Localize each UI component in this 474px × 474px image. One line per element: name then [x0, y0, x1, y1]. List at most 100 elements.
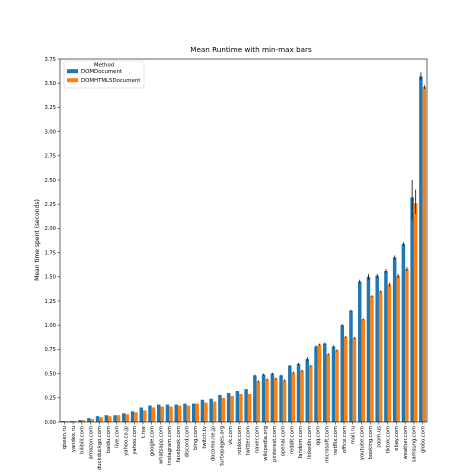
- bar: [244, 389, 248, 422]
- x-tick-label: globo.com: [420, 426, 426, 453]
- bar: [326, 354, 331, 422]
- y-tick-label: 3.25: [44, 105, 56, 111]
- bar: [195, 403, 199, 422]
- x-tick-label: instagram.com: [167, 426, 173, 465]
- x-tick-label: reddit.com: [289, 426, 295, 454]
- y-tick-label: 0.50: [44, 371, 56, 377]
- bar: [261, 374, 266, 422]
- bar: [78, 420, 82, 422]
- y-tick-label: 2.25: [44, 202, 56, 208]
- x-tick-label: yahoo.com: [132, 426, 138, 455]
- bar: [204, 402, 208, 422]
- bar: [340, 325, 344, 422]
- bar: [156, 404, 161, 422]
- bar: [64, 421, 68, 422]
- bar: [221, 397, 226, 422]
- x-tick-label: twitch.tv: [202, 426, 208, 449]
- bar: [239, 393, 243, 422]
- bar: [291, 372, 296, 422]
- bar: [95, 416, 100, 422]
- bar: [309, 365, 313, 422]
- bar: [186, 405, 191, 422]
- chart-title: Mean Runtime with min-max bars: [190, 45, 312, 54]
- bar: [90, 419, 95, 422]
- y-tick-label: 3.75: [44, 57, 56, 63]
- y-tick-label: 1.50: [44, 275, 56, 281]
- bar: [323, 343, 327, 422]
- y-tick-label: 1.25: [44, 299, 56, 305]
- x-tick-label: yahoo.co.jp: [123, 425, 129, 455]
- bar: [177, 405, 182, 422]
- y-axis-label: Mean time spent (seconds): [34, 199, 41, 281]
- bar: [130, 411, 135, 422]
- x-tick-label: live.com: [115, 426, 121, 448]
- bar: [279, 375, 283, 422]
- legend-label-domhtml5document: DOMHTML5Document: [81, 78, 140, 84]
- bar: [134, 412, 138, 422]
- bar: [230, 395, 234, 422]
- x-tick-label: qq.com: [316, 426, 322, 445]
- x-tick-label: baidu.com: [106, 426, 112, 453]
- bar: [200, 399, 205, 422]
- bar: [81, 420, 86, 422]
- bar: [331, 346, 336, 422]
- bar: [282, 380, 287, 422]
- x-tick-label: whatsapp.com: [158, 426, 164, 464]
- bar: [139, 407, 144, 422]
- bar: [405, 269, 409, 422]
- bar: [174, 404, 178, 422]
- bar: [357, 281, 362, 422]
- x-tick-label: wikipedia.org: [263, 426, 269, 461]
- x-tick-label: zoom.us: [377, 426, 383, 448]
- bar: [384, 270, 388, 422]
- x-tick-label: samsung.com: [412, 426, 418, 462]
- bar: [370, 296, 374, 422]
- x-tick-label: docomo.ne.jp: [211, 425, 217, 461]
- bar: [270, 373, 275, 422]
- bar: [113, 415, 117, 422]
- bar: [413, 203, 418, 422]
- y-tick-label: 2.75: [44, 154, 56, 160]
- x-tick-label: qbeen.ru: [62, 426, 68, 449]
- bar: [296, 363, 301, 422]
- legend-title: Method: [94, 63, 114, 69]
- bar: [253, 375, 257, 422]
- x-tick-label: ebay.com: [394, 426, 400, 451]
- x-tick-label: turbopages.org: [219, 426, 225, 466]
- x-tick-label: amazon.com: [88, 426, 94, 459]
- bar: [209, 398, 213, 422]
- bar: [392, 257, 397, 422]
- bar: [265, 379, 269, 422]
- x-tick-label: discord.com: [185, 426, 191, 458]
- x-tick-label: microsoft.com: [324, 426, 330, 463]
- bar: [378, 291, 383, 422]
- x-tick-label: netflix.com: [333, 426, 339, 455]
- x-tick-label: linkedin.com: [307, 426, 313, 459]
- bar: [288, 365, 292, 422]
- bar: [317, 344, 322, 422]
- bar: [169, 406, 173, 422]
- bar: [401, 243, 406, 422]
- bar: [300, 370, 304, 422]
- y-tick-label: 2.00: [44, 226, 56, 232]
- x-tick-label: weather.com: [403, 426, 409, 460]
- bar: [226, 392, 231, 422]
- x-tick-label: fandom.com: [298, 426, 304, 459]
- x-tick-label: duckduckgo.com: [97, 426, 103, 470]
- x-tick-label: pinterest.com: [272, 426, 278, 462]
- bar: [335, 350, 339, 422]
- bar: [235, 391, 240, 422]
- y-tick-label: 0.25: [44, 396, 56, 402]
- legend-swatch-domdocument: [67, 69, 78, 74]
- bar: [422, 87, 427, 423]
- legend-label-domdocument: DOMDocument: [81, 69, 122, 75]
- bar: [73, 421, 77, 422]
- legend-frame: [63, 60, 145, 89]
- bar: [352, 337, 357, 422]
- x-tick-label: roblox.com: [237, 426, 243, 455]
- bar: [343, 336, 348, 422]
- x-tick-label: vk.com: [228, 426, 234, 445]
- y-tick-label: 0.00: [44, 420, 56, 426]
- x-tick-label: bing.com: [193, 426, 199, 450]
- bar: [366, 276, 371, 422]
